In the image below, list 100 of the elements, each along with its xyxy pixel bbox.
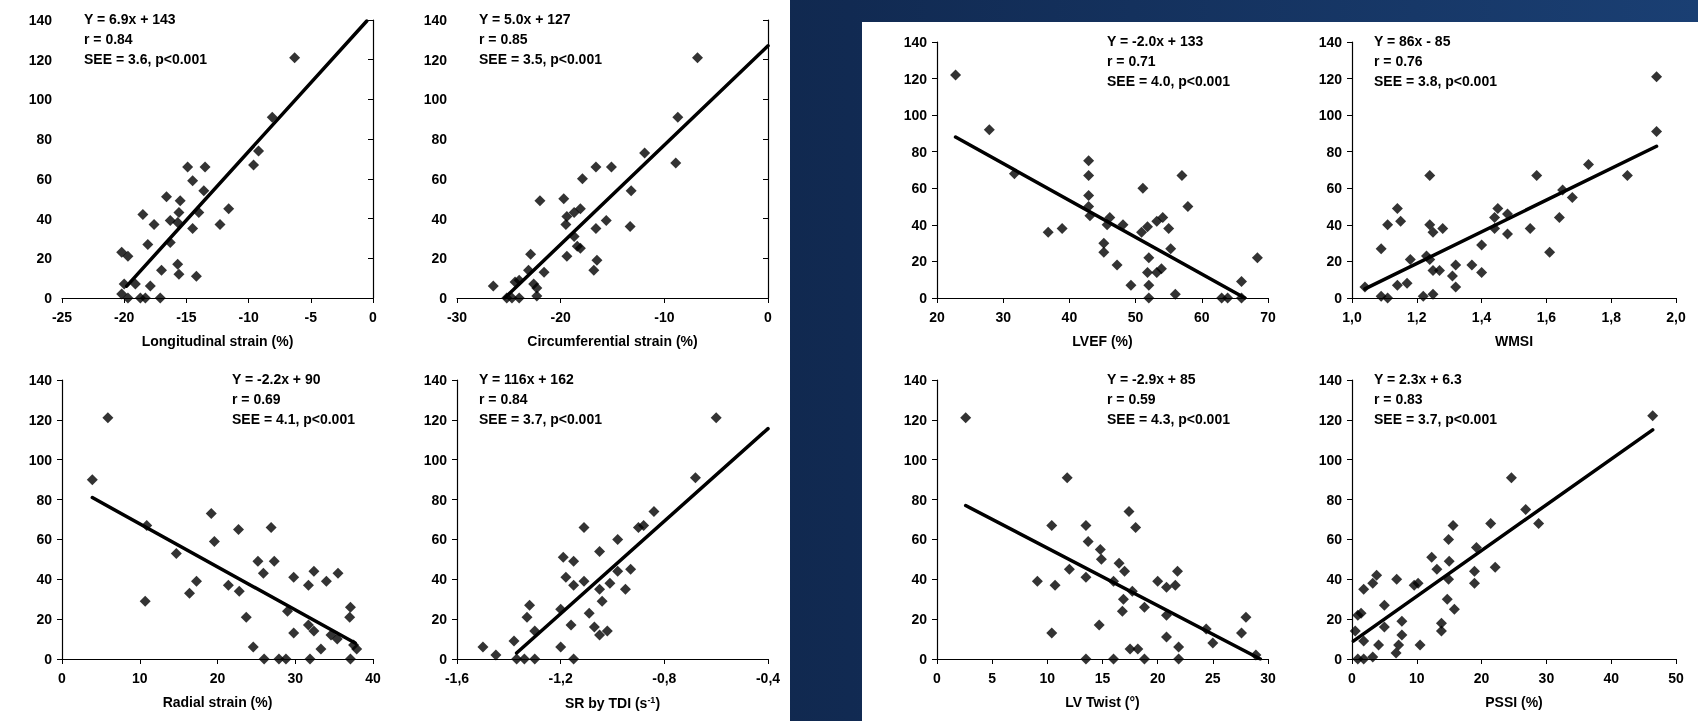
x-tick-label: 30 [995,309,1012,325]
point [1502,228,1514,240]
x-tick-label: 10 [1039,670,1056,686]
annotation: r = 0.76 [1374,53,1423,69]
x-axis-title: PSSI (%) [1485,694,1543,710]
point [351,643,363,655]
point [1165,243,1177,255]
point [86,474,98,486]
point [137,209,149,221]
point [576,173,588,185]
y-tick-label: 0 [439,651,448,667]
point [1163,223,1175,235]
point [561,250,573,262]
point [184,587,196,599]
point [233,585,245,597]
x-tick-label: 0 [369,309,378,325]
x-tick-label: 1,6 [1536,309,1557,325]
annotation: r = 0.83 [1374,391,1423,407]
point [148,219,160,231]
point [1173,653,1185,665]
point [1173,641,1185,653]
point [1531,169,1543,181]
point [1446,270,1458,282]
point [1489,212,1501,224]
point [561,211,573,223]
x-axis-title: LV Twist (°) [1065,694,1140,710]
point [344,601,356,613]
point [1566,191,1578,203]
x-tick-label: 1,8 [1601,309,1622,325]
point [578,575,590,587]
point [1382,292,1394,304]
point [950,69,962,81]
annotation: SEE = 4.1, p<0.001 [232,411,356,427]
point [1396,615,1408,627]
y-tick-label: 120 [903,70,928,87]
point [344,653,356,665]
x-tick-label: 0 [1348,670,1357,686]
y-tick-label: 100 [903,107,928,124]
y-tick-label: 100 [423,91,448,108]
y-tick-label: 80 [911,491,928,508]
point [574,203,586,215]
point [308,565,320,577]
y-tick-label: 140 [903,34,928,50]
point [1441,593,1453,605]
point [531,282,543,294]
annotation: Y = 86x - 85 [1374,33,1451,49]
point [1152,575,1164,587]
point [588,621,600,633]
x-tick-label: 10 [131,670,148,686]
point [1108,653,1120,665]
x-tick-label: 50 [1127,309,1144,325]
y-tick-label: 20 [431,611,448,628]
point [1083,169,1095,181]
point [288,571,300,583]
y-tick-label: 0 [44,290,53,306]
point [182,161,194,173]
y-tick-label: 80 [431,491,448,508]
point [557,551,569,563]
point [1424,219,1436,231]
point [1468,565,1480,577]
point [1098,237,1110,249]
y-tick-label: 120 [28,411,53,428]
annotation: SEE = 3.6, p<0.001 [84,51,208,67]
y-tick-label: 80 [1326,143,1343,160]
point [639,147,651,159]
annotation: SEE = 4.3, p<0.001 [1107,411,1231,427]
point [257,567,269,579]
x-tick-label: 2,0 [1666,309,1686,325]
point [1427,288,1439,300]
x-tick-label: 15 [1094,670,1111,686]
annotation: Y = 5.0x + 127 [479,11,571,27]
y-tick-label: 140 [1318,372,1343,388]
y-tick-label: 60 [36,170,53,187]
y-tick-label: 100 [28,91,53,108]
point [531,290,543,302]
point [1533,517,1545,529]
point [632,521,644,533]
y-tick-label: 40 [1326,216,1343,233]
point [1056,223,1068,235]
point [625,563,637,575]
x-axis-title: WMSI [1494,333,1534,349]
x-tick-label: 20 [209,670,226,686]
point [1083,155,1095,167]
point [1358,653,1370,665]
point [253,145,265,157]
point [960,412,972,424]
point [1240,611,1252,623]
point [1396,629,1408,641]
point [558,193,570,205]
point [164,215,176,227]
point [1437,223,1449,235]
x-tick-label: 5 [988,670,997,686]
y-tick-label: 60 [911,180,928,197]
point [1061,472,1073,484]
y-tick-label: 20 [1326,253,1343,270]
point [129,278,141,290]
point [1143,279,1155,291]
point [1063,563,1075,575]
point [1080,519,1092,531]
y-tick-label: 80 [431,131,448,148]
